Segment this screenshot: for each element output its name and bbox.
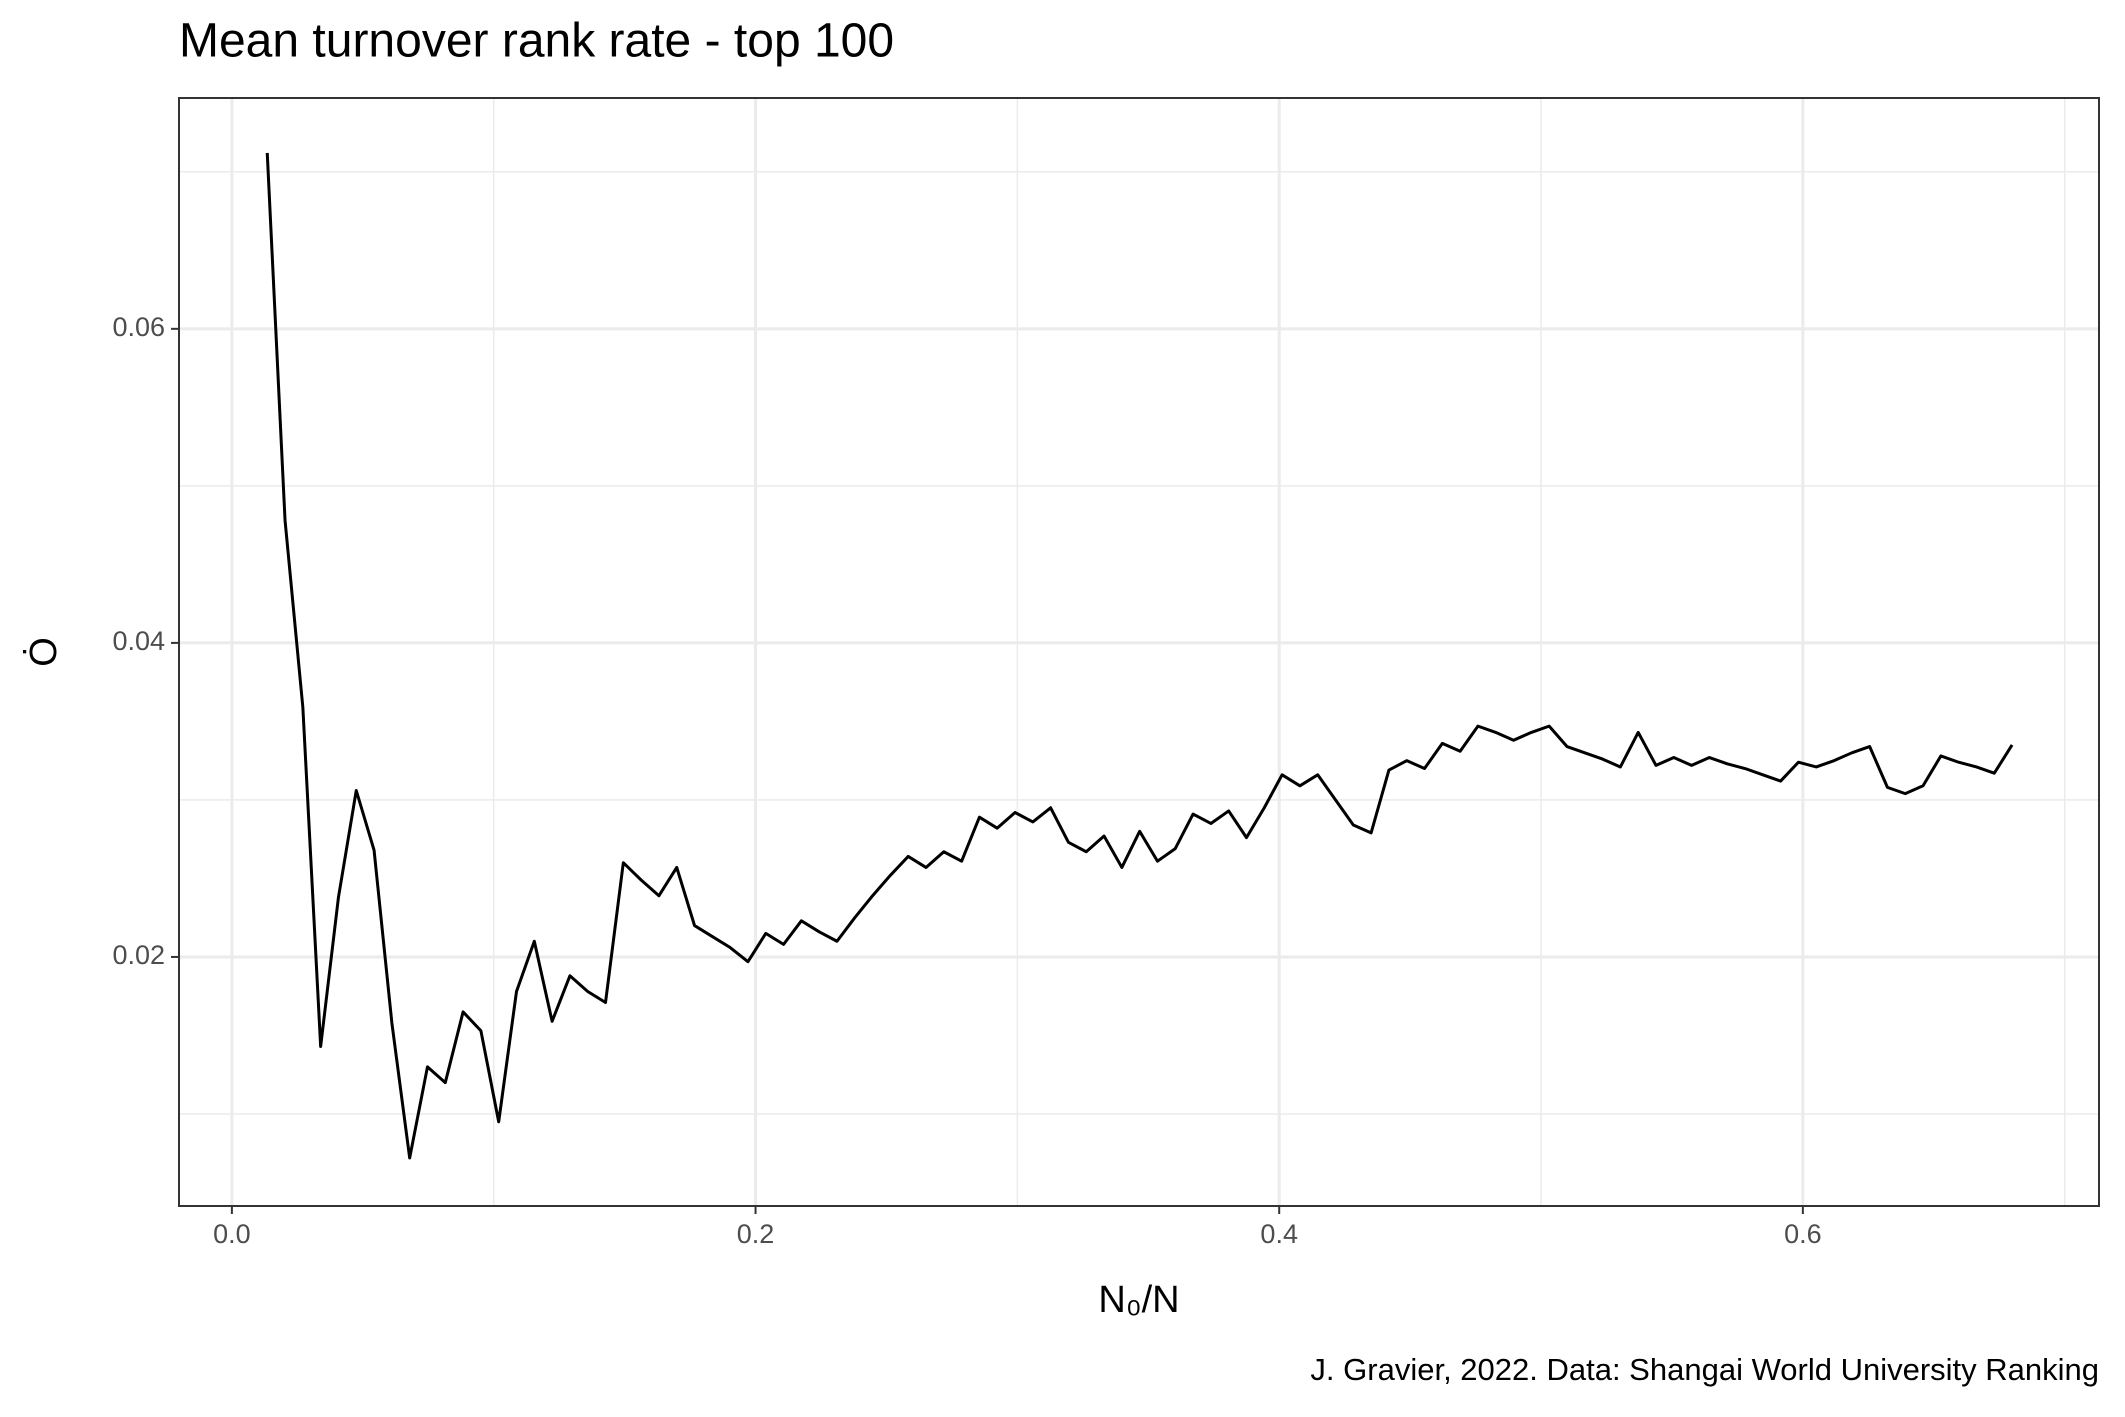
y-tick-label: 0.02 <box>112 940 165 970</box>
x-tick-label: 0.2 <box>737 1219 775 1249</box>
y-tick-label: 0.04 <box>112 626 165 656</box>
plot-background <box>179 98 2099 1206</box>
x-tick-label: 0.4 <box>1260 1219 1298 1249</box>
y-tick-label: 0.06 <box>112 312 165 342</box>
y-axis-title: Ȯ <box>21 637 65 667</box>
x-tick-label: 0.6 <box>1784 1219 1822 1249</box>
chart-title: Mean turnover rank rate - top 100 <box>179 15 894 68</box>
data-line <box>265 152 2014 1160</box>
plot-border <box>178 97 2100 1207</box>
x-axis-title: N₀/N <box>1098 1279 1179 1321</box>
x-tick-label: 0.0 <box>213 1219 251 1249</box>
caption: J. Gravier, 2022. Data: Shangai World Un… <box>1310 1352 2099 1387</box>
